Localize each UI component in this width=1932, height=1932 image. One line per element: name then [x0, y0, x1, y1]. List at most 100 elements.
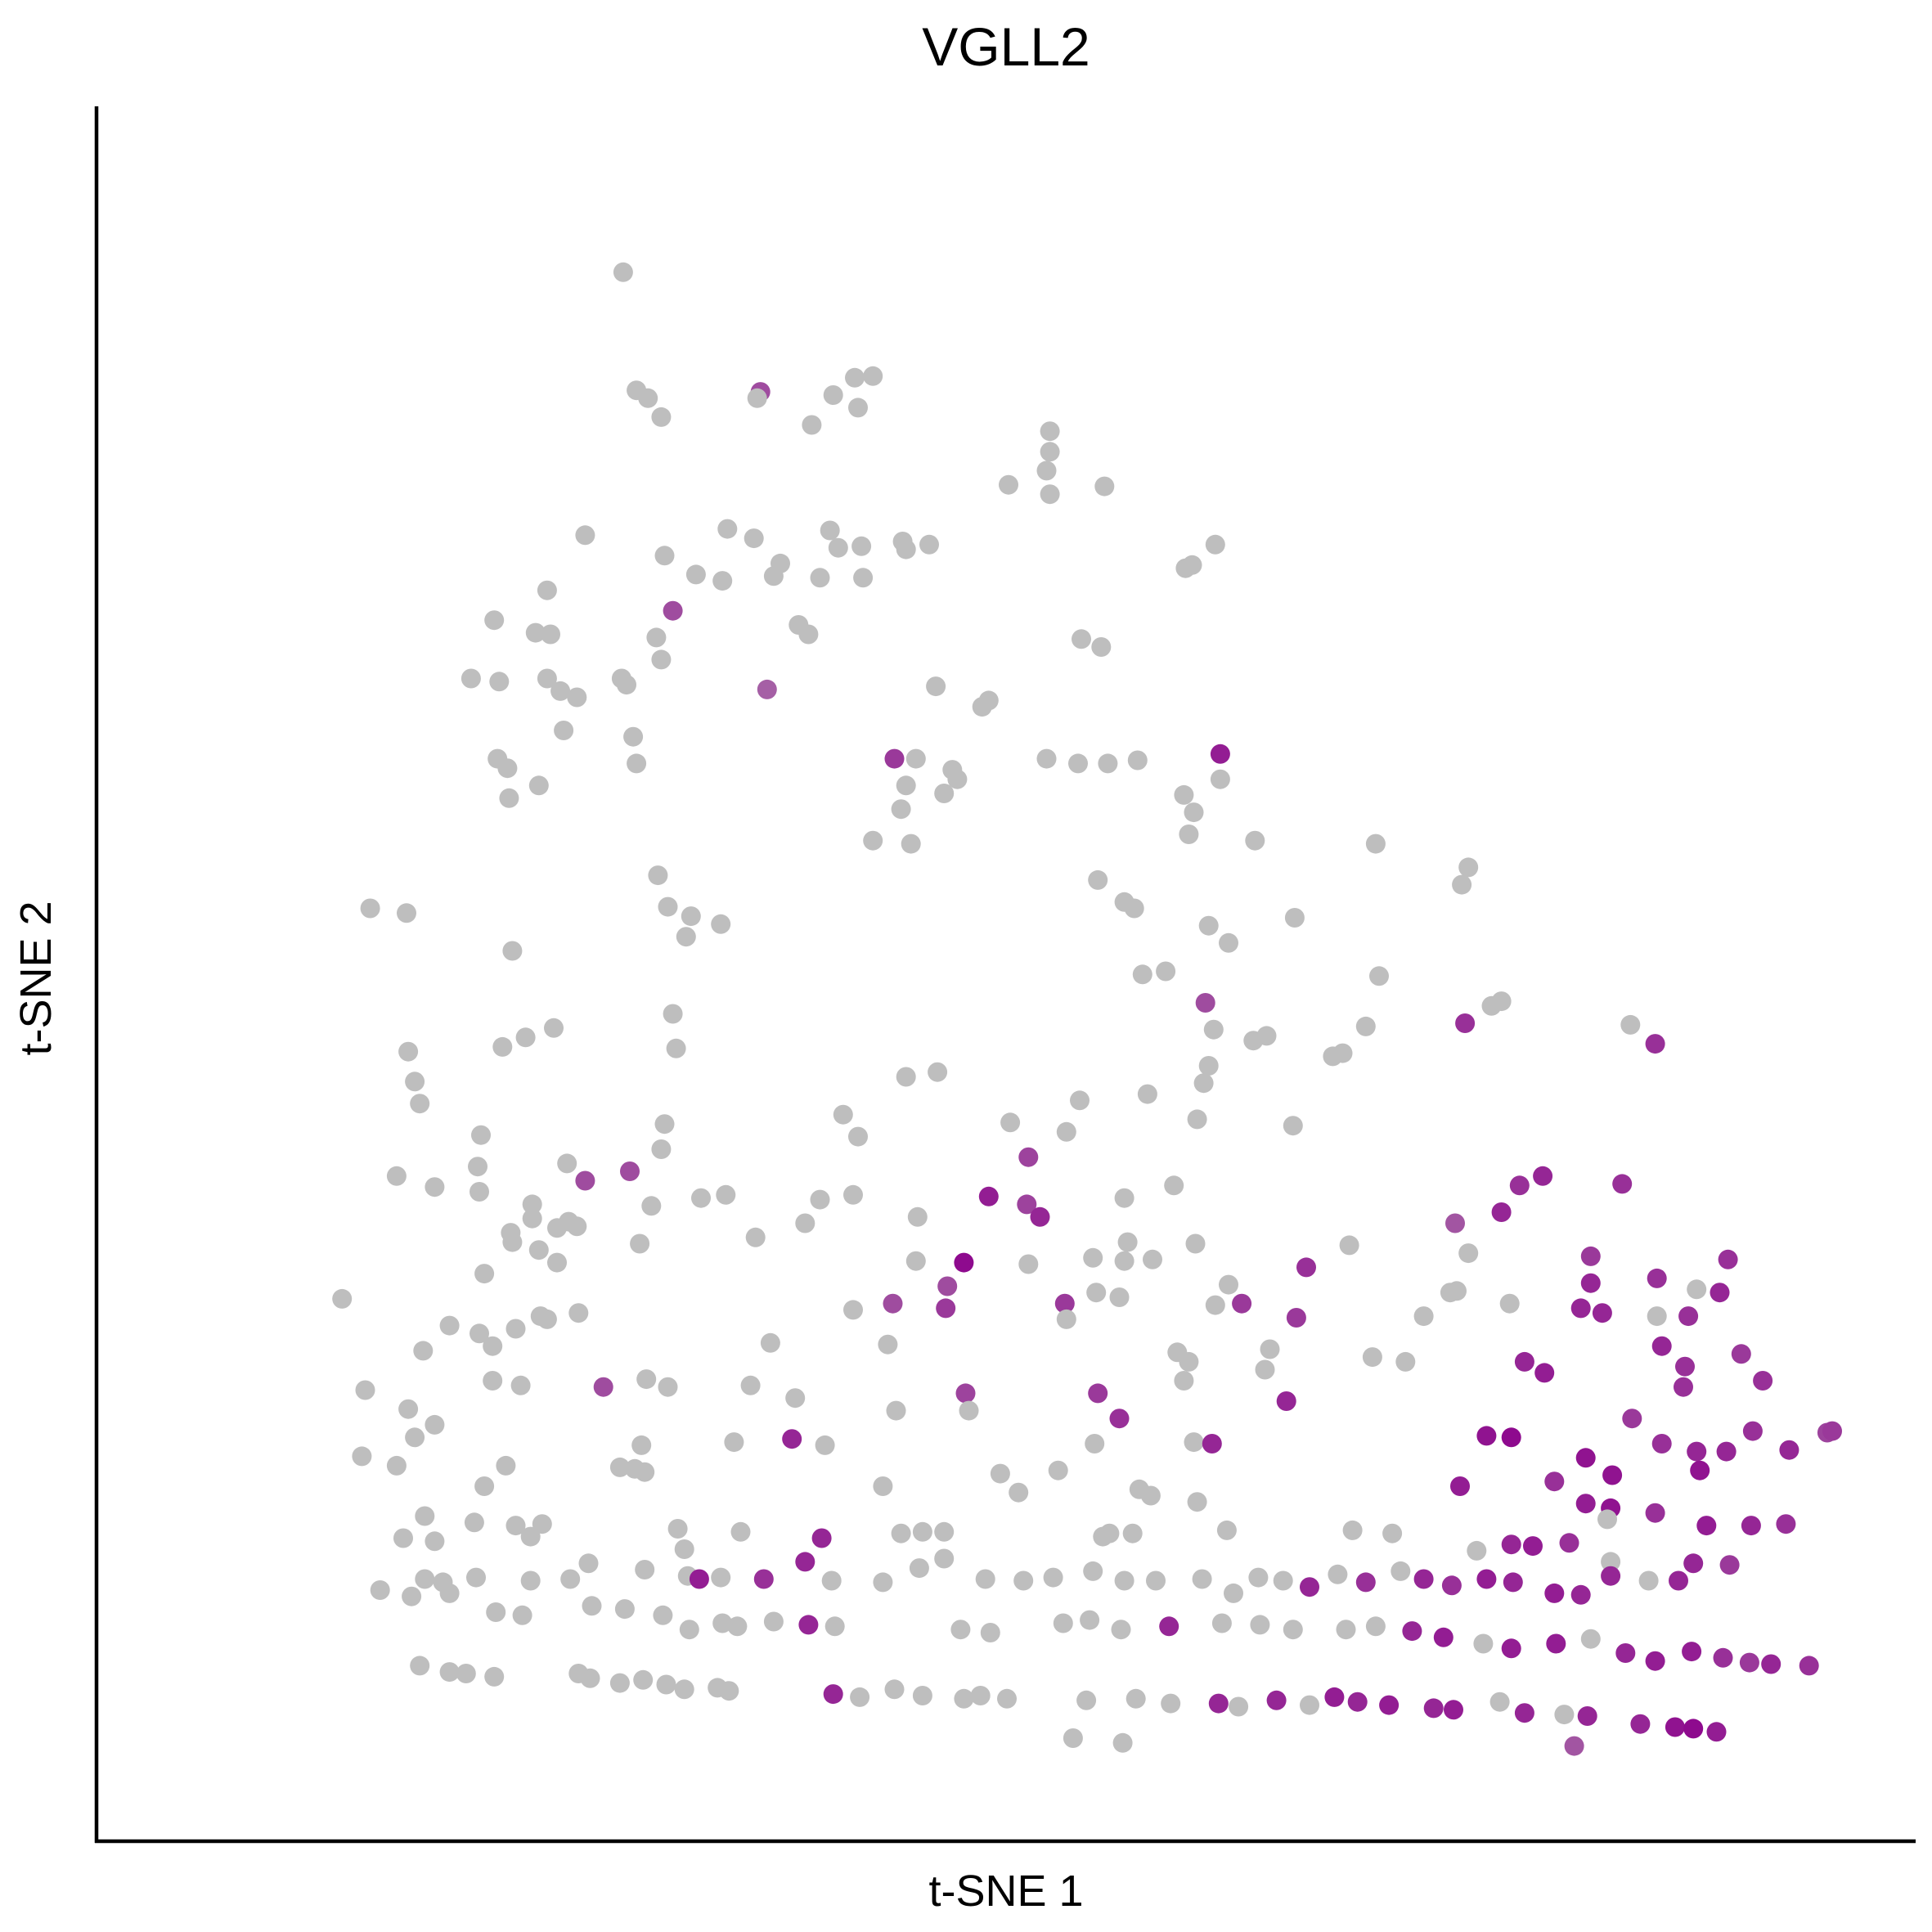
data-point: [1009, 1482, 1029, 1503]
data-point: [1467, 1540, 1487, 1561]
data-point: [1741, 1516, 1761, 1536]
data-point: [1114, 1570, 1134, 1591]
data-point: [1559, 1533, 1579, 1553]
data-point: [912, 1521, 932, 1542]
data-point: [470, 1323, 489, 1344]
data-point: [1099, 1523, 1120, 1543]
data-point: [950, 1620, 971, 1640]
data-point: [760, 1332, 780, 1353]
data-point: [520, 1570, 541, 1591]
data-point: [1799, 1656, 1819, 1676]
data-point: [466, 1567, 486, 1588]
data-point: [1111, 1620, 1131, 1640]
data-point: [1159, 1616, 1179, 1637]
data-point: [410, 1656, 430, 1676]
data-point: [891, 1523, 911, 1543]
data-point: [676, 927, 696, 947]
data-point: [863, 830, 883, 851]
data-point: [567, 1216, 587, 1237]
data-point: [1597, 1509, 1617, 1530]
data-point: [1208, 1693, 1229, 1714]
data-point: [848, 398, 868, 418]
data-point: [1232, 1293, 1252, 1314]
data-point: [547, 1218, 567, 1238]
data-point: [1179, 824, 1199, 844]
data-point: [635, 1560, 655, 1579]
data-point: [415, 1569, 435, 1589]
data-point: [648, 865, 668, 886]
data-point: [884, 1679, 905, 1700]
data-point: [1094, 476, 1115, 496]
data-point: [1501, 1427, 1521, 1448]
data-point: [999, 474, 1018, 495]
data-point: [541, 624, 560, 645]
data-point: [896, 1067, 916, 1087]
data-point: [1391, 1561, 1411, 1581]
data-point: [528, 775, 549, 796]
data-point: [1647, 1268, 1667, 1288]
data-point: [1347, 1692, 1368, 1712]
data-point: [886, 1400, 906, 1421]
data-point: [901, 833, 921, 854]
data-point: [1203, 1019, 1224, 1040]
data-point: [990, 1463, 1010, 1484]
data-point: [1091, 637, 1112, 657]
data-point: [1114, 1251, 1134, 1271]
data-point: [1109, 1409, 1130, 1429]
data-point: [1076, 1690, 1097, 1710]
data-point: [1080, 1610, 1100, 1630]
data-point: [1276, 1391, 1296, 1411]
data-point: [1211, 1613, 1232, 1633]
data-point: [1742, 1421, 1763, 1441]
data-point: [470, 1182, 489, 1202]
data-point: [654, 1114, 675, 1134]
data-point: [474, 1476, 495, 1496]
data-point: [1753, 1371, 1773, 1391]
data-point: [1300, 1577, 1319, 1597]
data-point: [891, 799, 911, 820]
data-point: [651, 649, 672, 670]
data-point: [1444, 1700, 1463, 1720]
data-point: [633, 1669, 654, 1690]
data-point: [1017, 1194, 1037, 1215]
data-point: [1718, 1249, 1738, 1269]
data-point: [1601, 1552, 1621, 1572]
data-point: [484, 1666, 505, 1687]
data-point: [802, 415, 822, 435]
data-point: [1570, 1584, 1591, 1605]
data-point: [522, 1208, 542, 1229]
data-point: [1248, 1567, 1269, 1588]
data-point: [627, 753, 647, 774]
data-point: [1205, 534, 1225, 555]
data-point: [947, 769, 968, 789]
data-point: [1761, 1654, 1781, 1674]
data-point: [1365, 833, 1386, 854]
data-point: [1402, 1621, 1422, 1642]
data-point: [1458, 857, 1479, 878]
data-point: [1300, 1695, 1319, 1715]
data-point: [907, 1206, 928, 1227]
data-point: [1273, 1570, 1293, 1591]
data-point: [510, 1375, 531, 1395]
data-point: [1458, 1243, 1479, 1264]
data-point: [1564, 1736, 1584, 1756]
data-point: [1070, 1090, 1090, 1111]
data-point: [1146, 1570, 1166, 1591]
data-point: [1710, 1283, 1730, 1303]
data-point: [934, 1521, 955, 1542]
data-point: [1043, 1567, 1063, 1588]
data-point: [614, 1599, 635, 1620]
data-point: [568, 1303, 589, 1323]
data-point: [550, 681, 571, 701]
data-point: [912, 1686, 932, 1705]
data-point: [620, 1161, 640, 1181]
data-point: [405, 1072, 425, 1092]
data-point: [674, 1679, 694, 1700]
data-point: [712, 1613, 733, 1633]
data-point: [934, 1548, 955, 1569]
data-point: [1036, 748, 1057, 769]
data-point: [828, 537, 848, 558]
data-point: [1164, 1175, 1184, 1196]
data-point: [425, 1177, 445, 1197]
data-point: [1137, 1084, 1157, 1104]
